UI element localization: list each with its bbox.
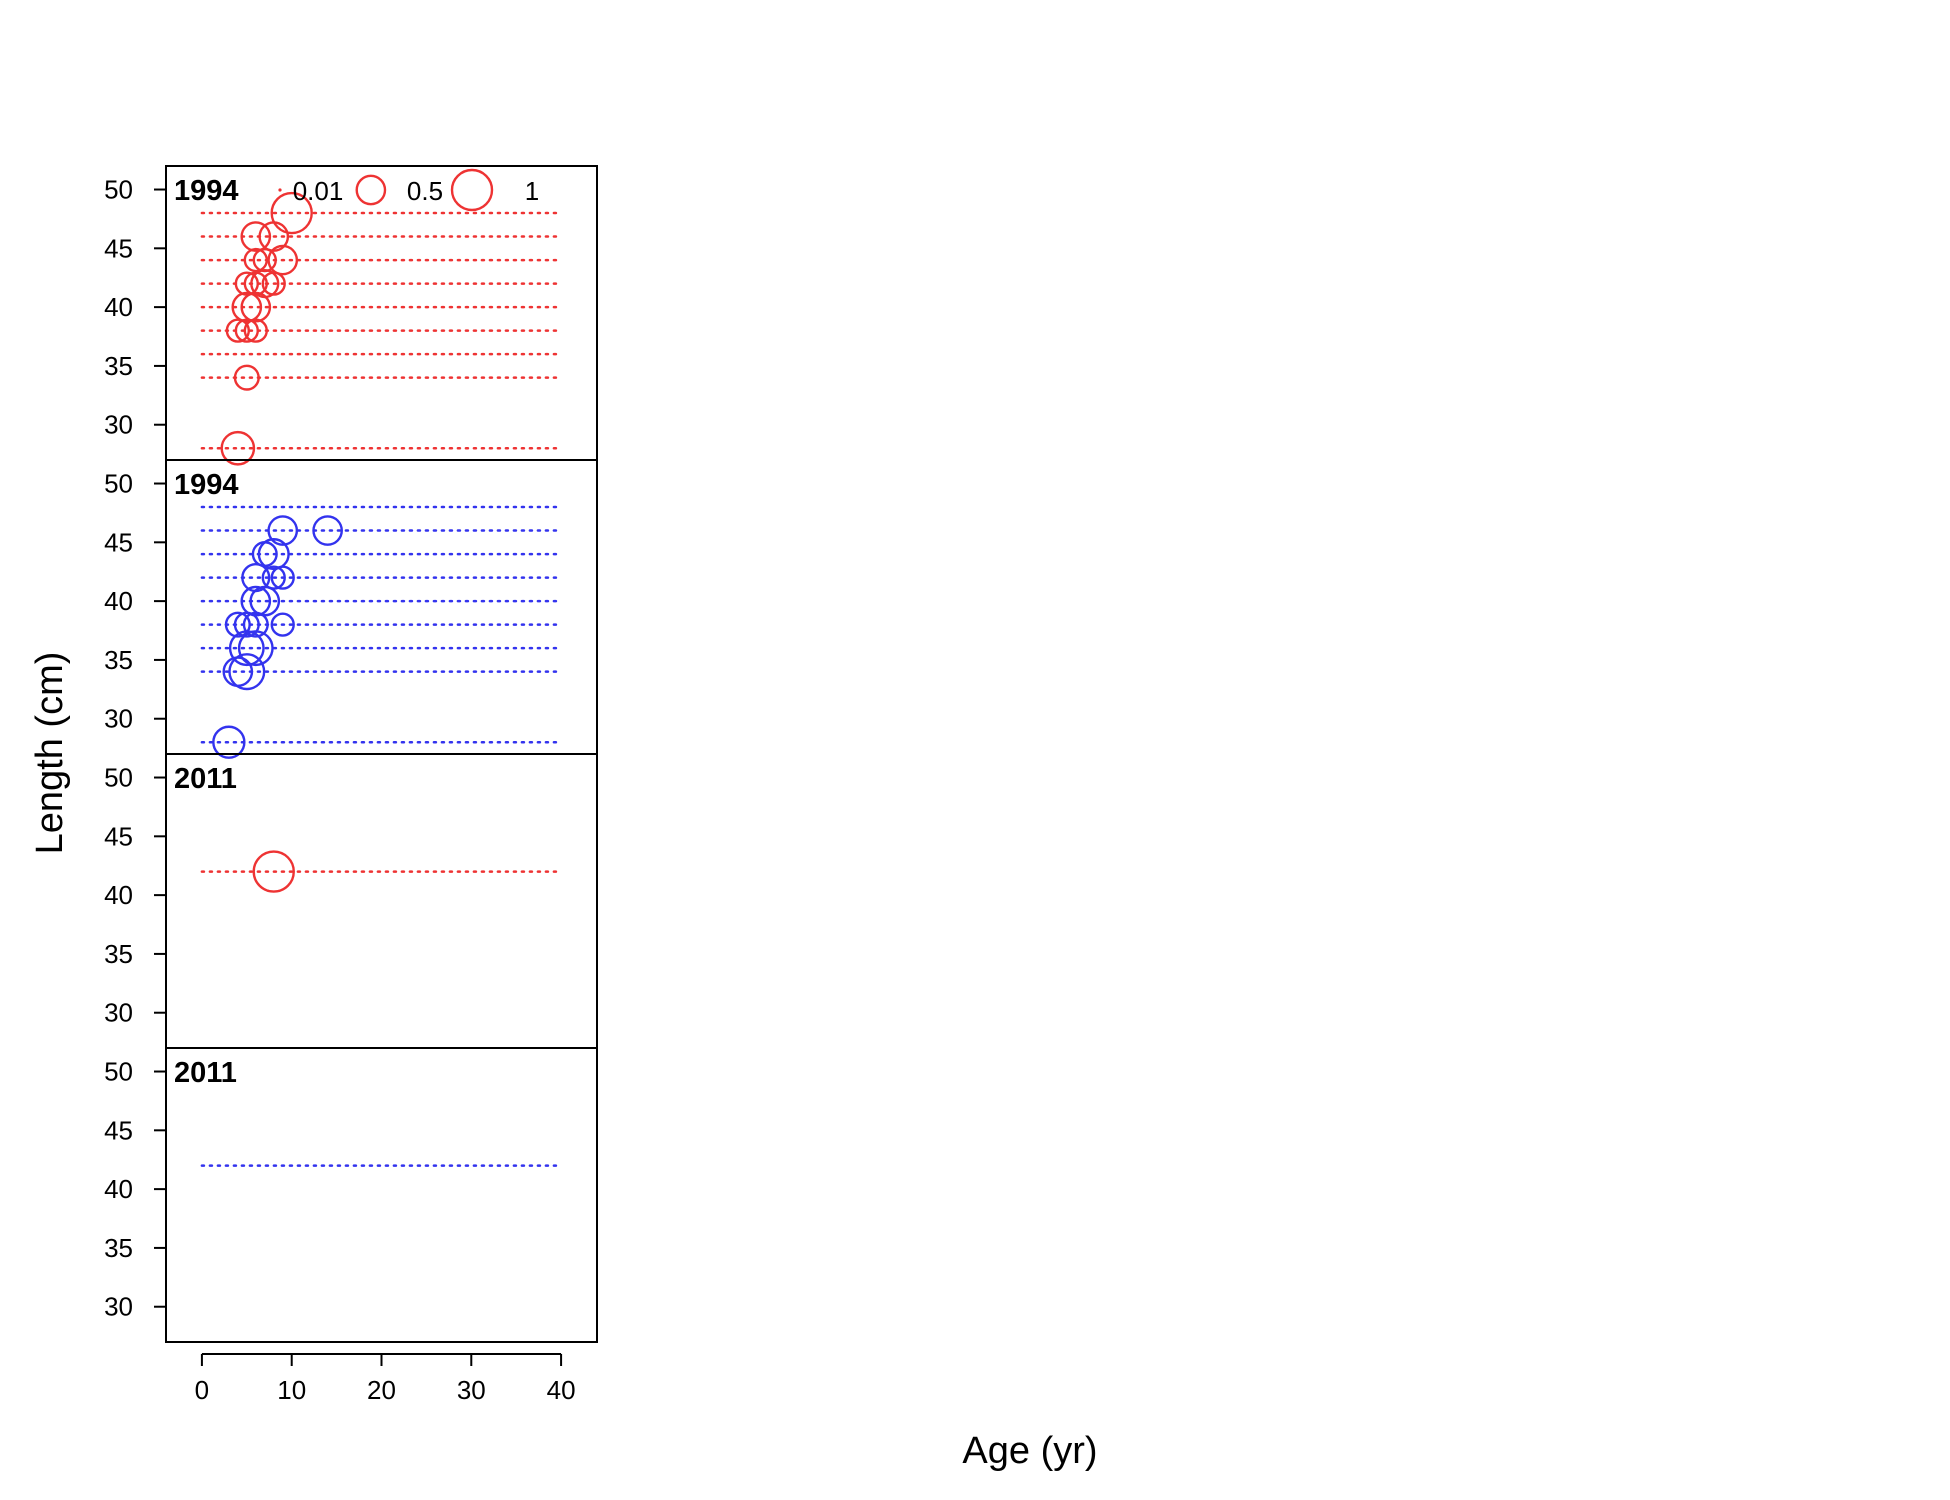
y-tick-label: 30	[104, 704, 133, 734]
bubble	[267, 515, 299, 546]
legend-label: 0.5	[407, 176, 443, 206]
y-tick-label: 50	[104, 1057, 133, 1087]
bubble	[243, 247, 268, 273]
y-tick-label: 45	[104, 821, 133, 851]
y-tick-label: 45	[104, 527, 133, 557]
x-tick-label: 20	[367, 1375, 396, 1405]
panel-year-label: 2011	[174, 763, 237, 795]
panel-year-label: 1994	[174, 469, 239, 501]
y-tick-label: 45	[104, 233, 133, 263]
y-tick-label: 50	[104, 469, 133, 499]
y-tick-label: 50	[104, 763, 133, 793]
y-tick-label: 30	[104, 1292, 133, 1322]
panel-frame	[165, 165, 598, 461]
bubble	[225, 318, 250, 343]
panel-year-label: 2011	[174, 1057, 237, 1089]
bubble	[257, 538, 290, 571]
panel-frame	[165, 459, 598, 755]
x-tick-label: 40	[547, 1375, 576, 1405]
legend-bubble	[355, 174, 387, 206]
x-tick-label: 10	[277, 1375, 306, 1405]
bubble	[228, 653, 266, 691]
panel-frame	[165, 1047, 598, 1343]
bubble	[261, 271, 286, 296]
legend-bubble	[450, 168, 494, 212]
bubble	[270, 612, 295, 637]
y-tick-label: 30	[104, 410, 133, 440]
bubble	[234, 271, 259, 296]
y-tick-label: 35	[104, 939, 133, 969]
legend-label: 0.01	[293, 176, 344, 206]
bubble	[241, 562, 271, 593]
x-tick-label: 30	[457, 1375, 486, 1405]
y-tick-label: 40	[104, 292, 133, 322]
y-tick-label: 30	[104, 998, 133, 1028]
y-tick-label: 40	[104, 1174, 133, 1204]
legend-label: 1	[525, 176, 539, 206]
panel-frame	[165, 753, 598, 1049]
y-tick-label: 35	[104, 645, 133, 675]
bubble	[240, 221, 272, 252]
bubble	[240, 585, 272, 617]
bubble	[224, 611, 251, 638]
bubble	[231, 291, 263, 323]
y-axis-title: Length (cm)	[29, 652, 71, 855]
legend-bubble	[278, 188, 282, 192]
x-axis: 0 10 20 30 40	[195, 1353, 576, 1405]
y-tick-label: 45	[104, 1115, 133, 1145]
x-tick-label: 0	[195, 1375, 209, 1405]
bubble	[220, 430, 256, 466]
bubble	[234, 318, 259, 343]
panel-year-label: 1994	[174, 175, 239, 207]
y-tick-label: 40	[104, 586, 133, 616]
panel-3: 30 35 40 45 50 2011	[104, 753, 598, 1049]
bubble	[270, 191, 313, 235]
y-tick-label: 40	[104, 880, 133, 910]
panel-2: 30 35 40 45 50 1994	[104, 459, 598, 759]
y-tick-label: 50	[104, 175, 133, 205]
bubble	[261, 565, 286, 590]
panels-layer: 30 35 40 45 50 1994 0.01 0.5 1 30 35 40 45 50 1994 30 35…	[104, 165, 598, 1343]
y-tick-label: 35	[104, 1233, 133, 1263]
x-axis-title: Age (yr)	[962, 1430, 1097, 1472]
legend: 0.01 0.5 1	[278, 168, 539, 212]
panel-1: 30 35 40 45 50 1994 0.01 0.5 1	[104, 165, 598, 466]
bubble	[312, 515, 343, 546]
bubble	[243, 318, 268, 343]
y-tick-label: 35	[104, 351, 133, 381]
panel-4: 30 35 40 45 50 2011	[104, 1047, 598, 1343]
bubble	[233, 364, 260, 391]
bubble	[212, 725, 246, 759]
bubble	[252, 850, 295, 893]
bubble	[252, 247, 277, 273]
